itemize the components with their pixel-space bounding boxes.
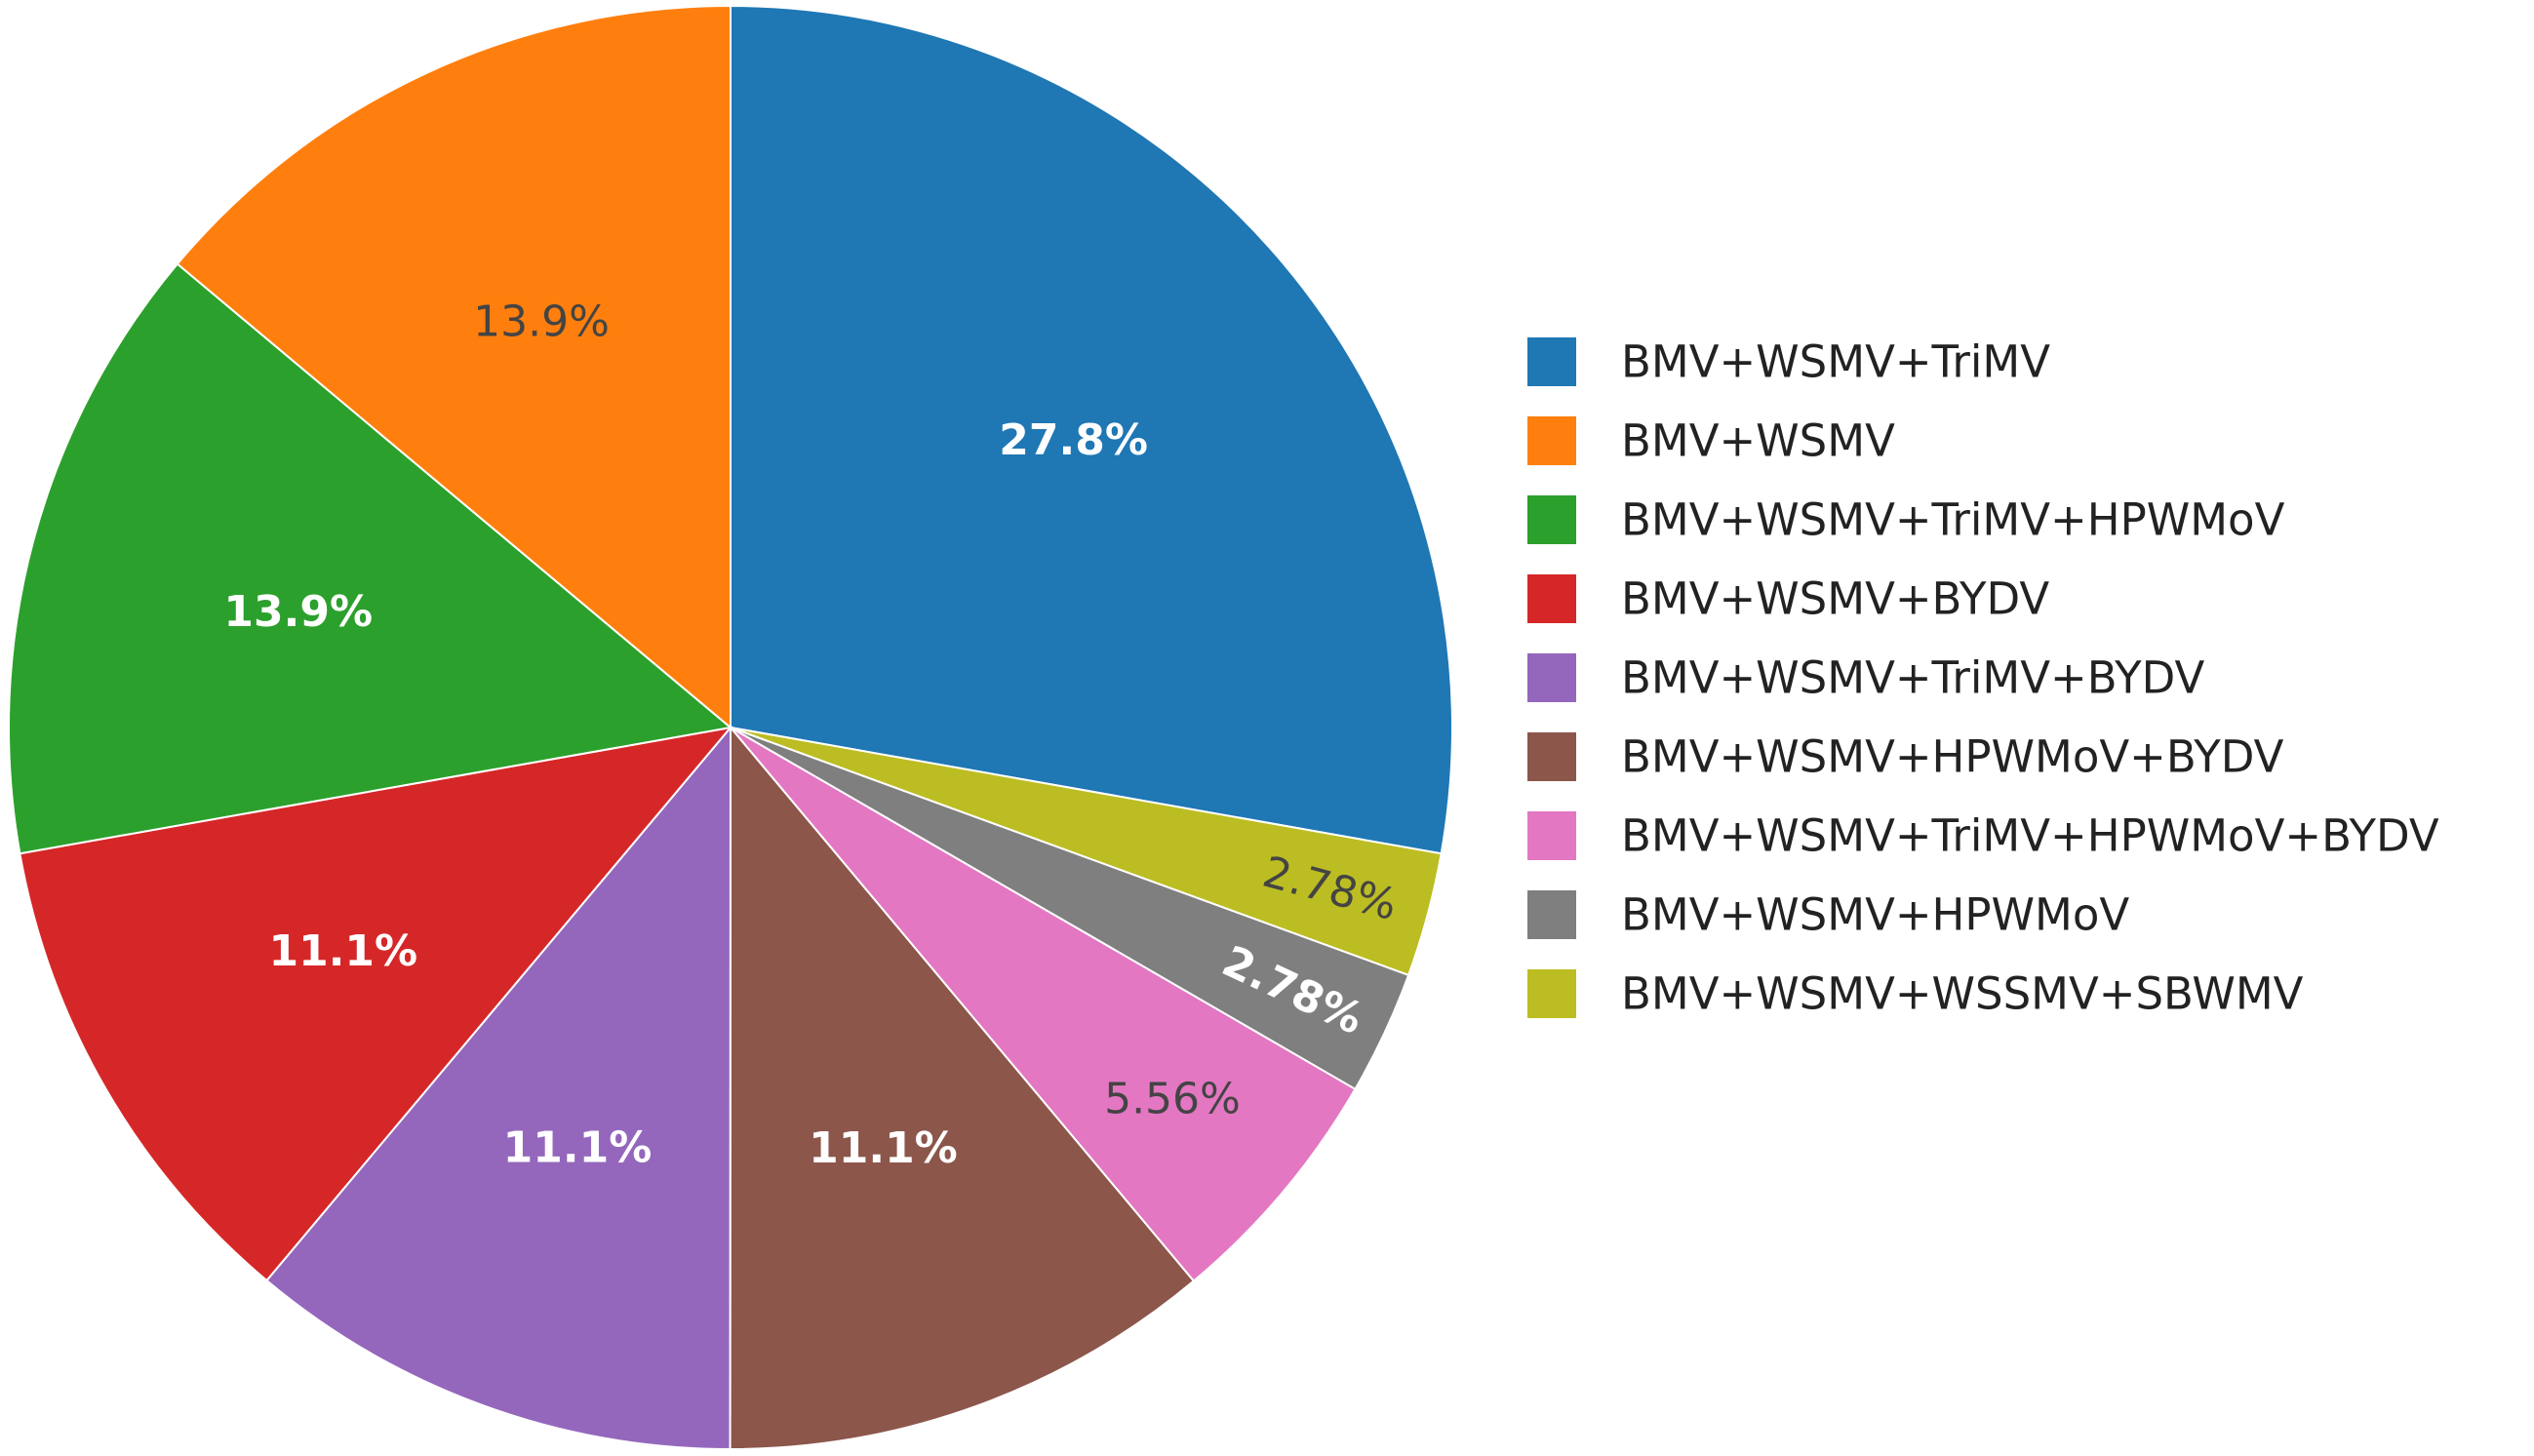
pie-slice-bmv-wsmv-trimv-hpwmov-bydv <box>730 727 1357 1282</box>
legend-item: BMV+WSMV <box>1527 415 1895 467</box>
legend-swatch <box>1527 495 1576 544</box>
legend-label: BMV+WSMV+TriMV+HPWMoV <box>1621 494 2285 546</box>
legend-label: BMV+WSMV+TriMV+BYDV <box>1621 652 2205 704</box>
legend-swatch <box>1527 890 1576 939</box>
legend-label: BMV+WSMV <box>1621 415 1895 467</box>
pie-slice-labels: 27.8%2.78%2.78%5.56%11.1%11.1%11.1%13.9%… <box>223 297 1402 1173</box>
legend-label: BMV+WSMV+HPWMoV+BYDV <box>1621 731 2284 783</box>
legend-label: BMV+WSMV+HPWMoV <box>1621 889 2129 941</box>
slice-value-label: 11.1% <box>809 1123 958 1173</box>
legend-swatch <box>1527 337 1576 386</box>
legend-swatch <box>1527 416 1576 465</box>
pie-slices <box>8 4 1453 1451</box>
pie-slice-bmv-wsmv-trimv-hpwmov <box>8 262 733 855</box>
legend-item: BMV+WSMV+TriMV+BYDV <box>1527 652 2205 704</box>
legend-item: BMV+WSMV+TriMV <box>1527 336 2050 388</box>
legend-item: BMV+WSMV+HPWMoV+BYDV <box>1527 731 2284 783</box>
legend-item: BMV+WSMV+HPWMoV <box>1527 889 2129 941</box>
legend-item: BMV+WSMV+TriMV+HPWMoV+BYDV <box>1527 810 2439 862</box>
legend-swatch <box>1527 811 1576 860</box>
slice-value-label: 13.9% <box>223 587 373 637</box>
slice-value-label: 11.1% <box>268 926 417 976</box>
legend-swatch <box>1527 732 1576 781</box>
legend-swatch <box>1527 653 1576 702</box>
legend-label: BMV+WSMV+TriMV+HPWMoV+BYDV <box>1621 810 2439 862</box>
legend-label: BMV+WSMV+BYDV <box>1621 573 2049 625</box>
legend-swatch <box>1527 969 1576 1018</box>
legend-item: BMV+WSMV+TriMV+HPWMoV <box>1527 494 2285 546</box>
legend-label: BMV+WSMV+TriMV <box>1621 336 2050 388</box>
legend-item: BMV+WSMV+BYDV <box>1527 573 2049 625</box>
slice-value-label: 11.1% <box>503 1123 653 1173</box>
slice-value-label: 13.9% <box>473 297 610 347</box>
slice-value-label: 27.8% <box>999 415 1148 465</box>
pie-slice-bmv-wsmv-hpwmov-bydv <box>729 725 1196 1451</box>
legend-swatch <box>1527 574 1576 623</box>
pie-slice-bmv-wsmv <box>176 4 732 730</box>
legend-label: BMV+WSMV+WSSMV+SBWMV <box>1621 968 2304 1020</box>
legend-item: BMV+WSMV+WSSMV+SBWMV <box>1527 968 2304 1020</box>
pie-slice-bmv-wsmv-bydv <box>19 726 733 1282</box>
legend: BMV+WSMV+TriMV BMV+WSMV BMV+WSMV+TriMV+HPW… <box>1527 336 2439 1020</box>
slice-value-label: 5.56% <box>1104 1075 1241 1124</box>
pie-slice-bmv-wsmv-trimv <box>730 4 1453 855</box>
pie-slice-bmv-wsmv-trimv-bydv <box>265 725 732 1451</box>
